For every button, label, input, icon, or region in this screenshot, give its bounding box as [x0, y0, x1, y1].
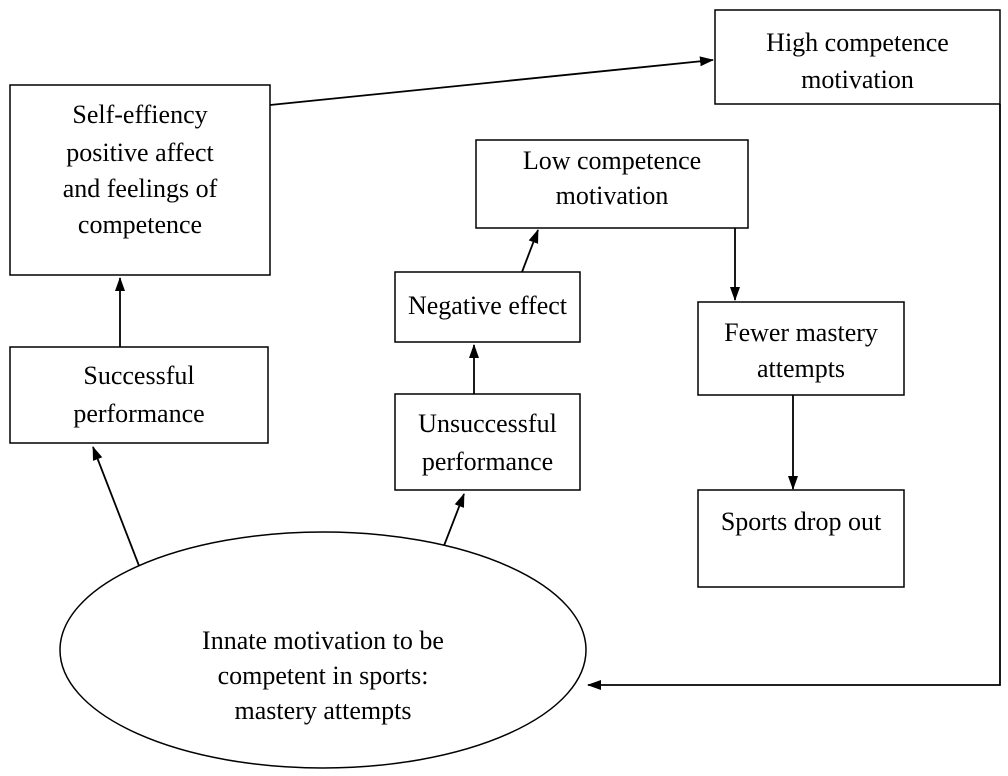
node-label: mastery attempts: [235, 696, 412, 725]
node-ellipse: [59, 531, 587, 769]
arrow: [269, 56, 714, 106]
node-label: High competence: [766, 28, 949, 57]
node-box: [9, 346, 269, 444]
node-label: positive affect: [66, 138, 214, 167]
node-label: Negative effect: [408, 291, 568, 320]
node-label: Fewer mastery: [724, 318, 878, 347]
node-box: [9, 84, 271, 276]
node-box: [394, 393, 581, 491]
node-label: Innate motivation to be: [202, 626, 444, 655]
node-label: Successful: [83, 361, 194, 390]
node-label: competence: [78, 210, 202, 239]
node-label: competent in sports:: [218, 661, 429, 690]
node-label: Low competence: [523, 146, 701, 175]
node-box: [394, 271, 581, 343]
node-label: Sports drop out: [721, 507, 882, 536]
arrow: [587, 104, 1001, 690]
node-label: motivation: [801, 65, 914, 94]
node-label: performance: [73, 399, 204, 428]
node-label: Self-effiency: [72, 100, 207, 129]
node-box: [714, 9, 1001, 105]
nodes: High competence motivation Self-effiency po…: [9, 9, 1001, 769]
node-box: [475, 139, 749, 229]
arrow: [521, 229, 539, 273]
node-label: attempts: [757, 354, 845, 383]
node-box: [697, 301, 905, 396]
node-label: motivation: [556, 181, 669, 210]
node-label: and feelings of: [63, 174, 218, 203]
node-label: Unsuccessful: [418, 409, 557, 438]
node-box: [697, 489, 905, 588]
node-label: performance: [422, 447, 553, 476]
